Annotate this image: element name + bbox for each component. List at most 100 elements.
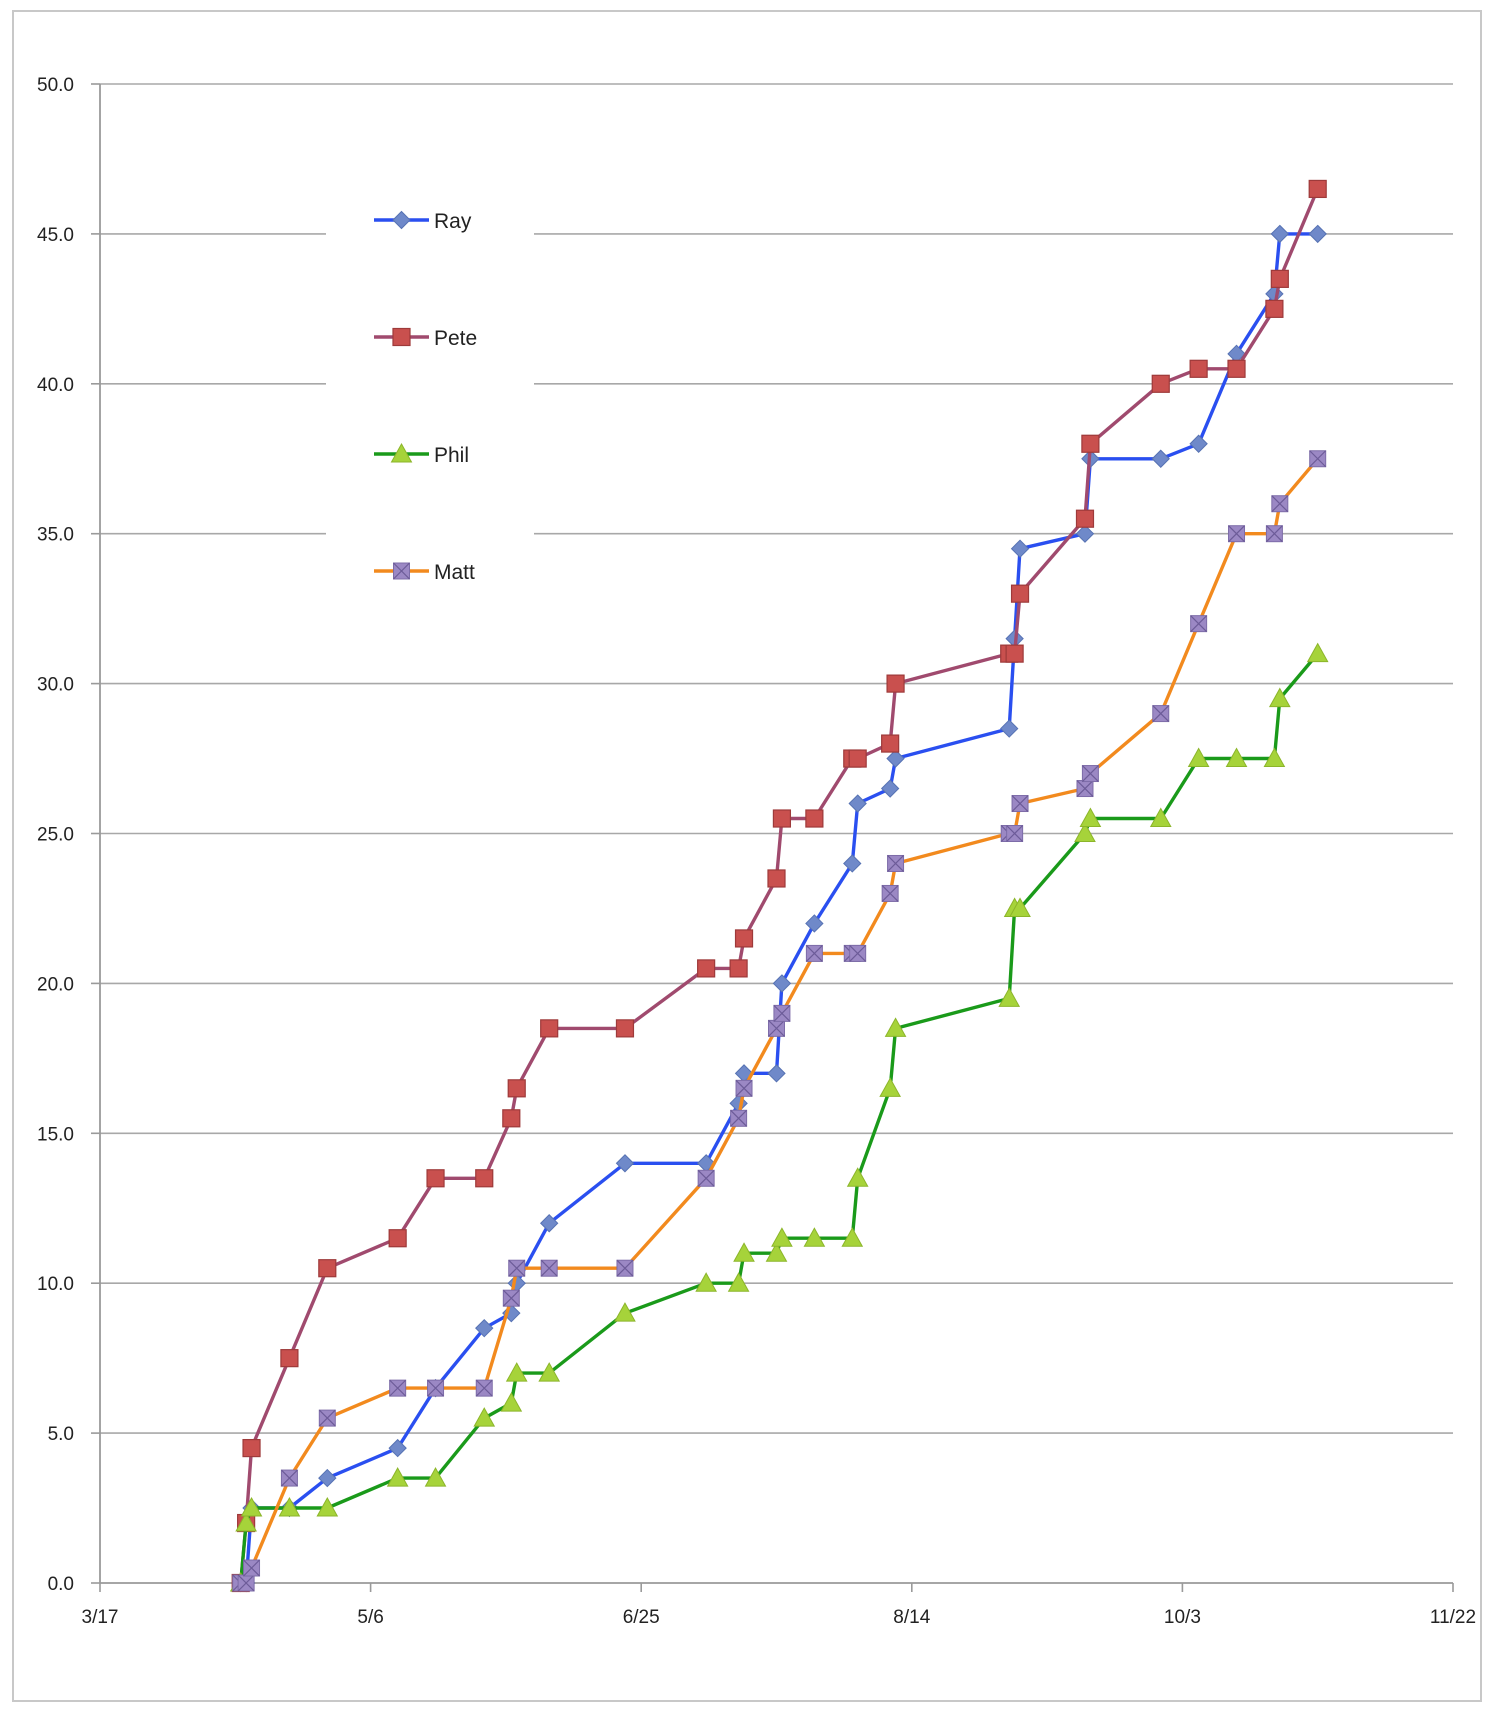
data-point <box>475 1379 493 1397</box>
data-point <box>280 1469 298 1487</box>
data-point <box>1075 509 1095 528</box>
data-point <box>390 442 413 463</box>
data-point <box>393 562 410 580</box>
data-point <box>242 1438 261 1458</box>
data-point <box>765 1242 788 1262</box>
data-point <box>848 794 867 813</box>
data-point <box>1228 525 1246 543</box>
data-point <box>475 1318 494 1338</box>
data-point <box>841 1227 864 1247</box>
data-point <box>540 1019 559 1038</box>
data-point <box>1263 747 1286 768</box>
data-point <box>848 749 867 768</box>
legend-label: Phil <box>434 444 469 467</box>
data-point <box>278 1497 301 1517</box>
data-point <box>998 987 1021 1007</box>
data-point <box>318 1259 337 1278</box>
data-point <box>500 1392 523 1412</box>
x-axis-tick-labels: 3/17 5/6 6/25 8/14 10/3 11/22 <box>82 1583 1476 1628</box>
data-point <box>316 1497 339 1517</box>
legend-item-pete: Pete <box>374 327 477 350</box>
data-point <box>505 1362 528 1382</box>
legend-label: Pete <box>434 327 477 350</box>
data-point <box>1152 705 1170 723</box>
y-tick-label: 25.0 <box>37 825 74 846</box>
data-point <box>1225 747 1248 768</box>
data-point <box>392 327 411 347</box>
y-tick-label: 40.0 <box>37 375 74 396</box>
data-point <box>1011 795 1029 813</box>
data-point <box>540 1259 558 1277</box>
legend-item-matt: Matt <box>374 561 475 584</box>
data-point <box>733 1242 755 1262</box>
data-point <box>773 1004 791 1022</box>
data-point <box>1270 269 1289 288</box>
y-tick-label: 20.0 <box>37 974 74 995</box>
x-tick-label: 8/14 <box>893 1607 930 1628</box>
data-point <box>318 1409 336 1427</box>
x-tick-label: 11/22 <box>1430 1607 1476 1628</box>
data-point <box>507 1079 526 1098</box>
x-tick-label: 3/17 <box>82 1607 119 1628</box>
data-point <box>730 1109 748 1127</box>
data-point <box>614 1302 636 1322</box>
data-point <box>697 959 716 978</box>
data-point <box>1189 434 1208 453</box>
data-point <box>1009 897 1031 917</box>
data-point <box>502 1289 520 1307</box>
data-point <box>697 1169 715 1187</box>
data-point <box>1187 747 1210 768</box>
data-point <box>508 1259 526 1277</box>
data-point <box>886 749 905 768</box>
data-point <box>1076 780 1094 798</box>
data-point <box>805 944 823 962</box>
data-point <box>1271 495 1289 513</box>
data-point <box>426 1169 445 1188</box>
data-point <box>1265 525 1283 543</box>
data-point <box>1189 359 1208 378</box>
data-point <box>1006 825 1024 842</box>
data-point <box>424 1467 447 1487</box>
data-point <box>475 1169 494 1188</box>
data-point <box>805 809 824 828</box>
data-point <box>880 779 900 798</box>
gridlines <box>91 83 1453 1584</box>
x-tick-label: 5/6 <box>357 1607 383 1628</box>
series-matt <box>232 450 1327 1592</box>
data-point <box>881 884 899 902</box>
data-point <box>615 1154 635 1173</box>
legend-item-phil: Phil <box>374 442 469 467</box>
data-point <box>767 1064 786 1083</box>
y-tick-label: 50.0 <box>37 75 74 96</box>
data-point <box>805 914 824 933</box>
data-point <box>1000 719 1019 738</box>
data-point <box>1268 687 1291 708</box>
data-point <box>280 1349 299 1368</box>
legend-label: Matt <box>434 561 475 584</box>
y-tick-label: 30.0 <box>37 675 74 696</box>
data-point <box>1074 822 1096 842</box>
data-point <box>388 1229 407 1248</box>
data-point <box>502 1109 521 1128</box>
data-point <box>1081 434 1100 453</box>
y-tick-label: 0.0 <box>48 1574 74 1595</box>
data-point <box>616 1259 634 1277</box>
data-point <box>1265 299 1284 318</box>
data-point <box>729 959 748 978</box>
data-point <box>846 1167 869 1187</box>
data-point <box>392 210 411 230</box>
data-point <box>1151 449 1170 468</box>
data-point <box>1308 179 1327 199</box>
series-lines <box>229 179 1329 1593</box>
data-point <box>803 1227 826 1247</box>
data-point <box>1227 359 1246 378</box>
data-point <box>1308 224 1327 244</box>
legend: Ray Pete Phil Matt <box>374 210 477 584</box>
data-point <box>1075 524 1095 543</box>
data-point <box>1149 807 1172 828</box>
data-point <box>1010 584 1030 603</box>
data-point <box>886 674 905 693</box>
data-point <box>539 1214 559 1233</box>
data-point <box>695 1272 717 1292</box>
axes <box>99 84 1453 1584</box>
